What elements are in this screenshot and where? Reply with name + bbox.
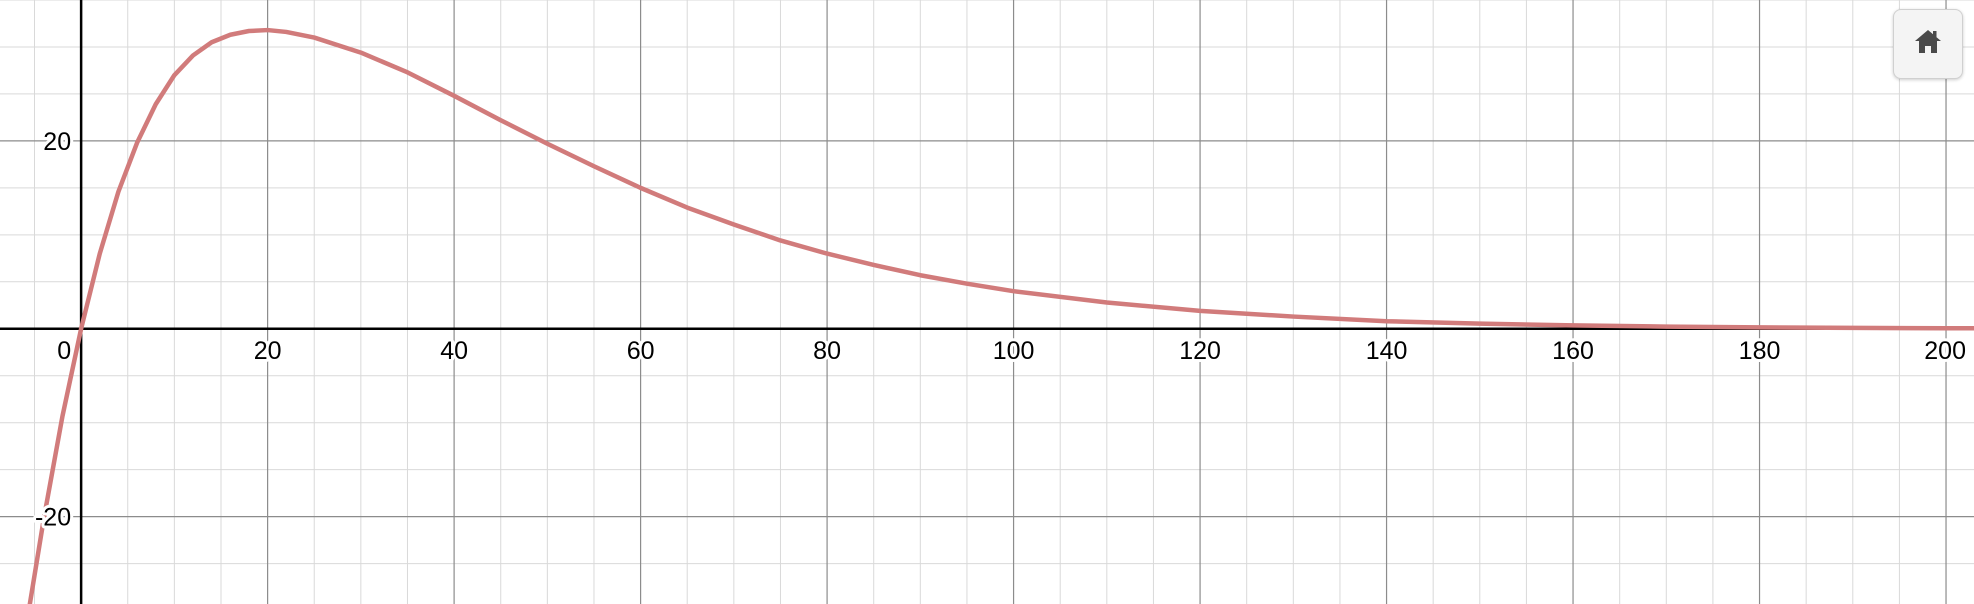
x-tick-label: 100 [993,337,1035,365]
home-button[interactable] [1893,9,1963,79]
x-tick-label: 160 [1552,337,1594,365]
plotted-curves [30,30,1974,604]
x-tick-label: 20 [254,337,282,365]
home-icon [1912,26,1944,63]
y-tick-label: 20 [43,128,71,156]
x-tick-label: 0 [57,337,71,365]
series-line [30,30,1974,604]
x-tick-label: 200 [1924,337,1966,365]
x-tick-label: 140 [1366,337,1408,365]
y-tick-label: -20 [35,504,71,532]
x-tick-label: 60 [627,337,655,365]
x-tick-label: 120 [1179,337,1221,365]
x-tick-label: 80 [813,337,841,365]
x-tick-label: 180 [1739,337,1781,365]
x-tick-label: 40 [440,337,468,365]
